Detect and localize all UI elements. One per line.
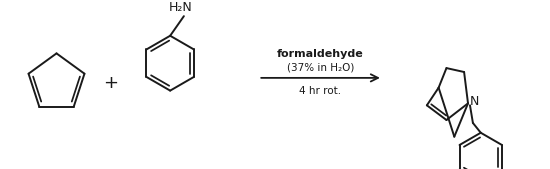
Text: (37% in H₂O): (37% in H₂O) [287,62,354,72]
Text: +: + [103,74,118,92]
Text: formaldehyde: formaldehyde [277,49,364,59]
Text: H₂N: H₂N [169,1,193,14]
Text: 4 hr rot.: 4 hr rot. [300,86,342,96]
Text: N: N [470,95,480,108]
